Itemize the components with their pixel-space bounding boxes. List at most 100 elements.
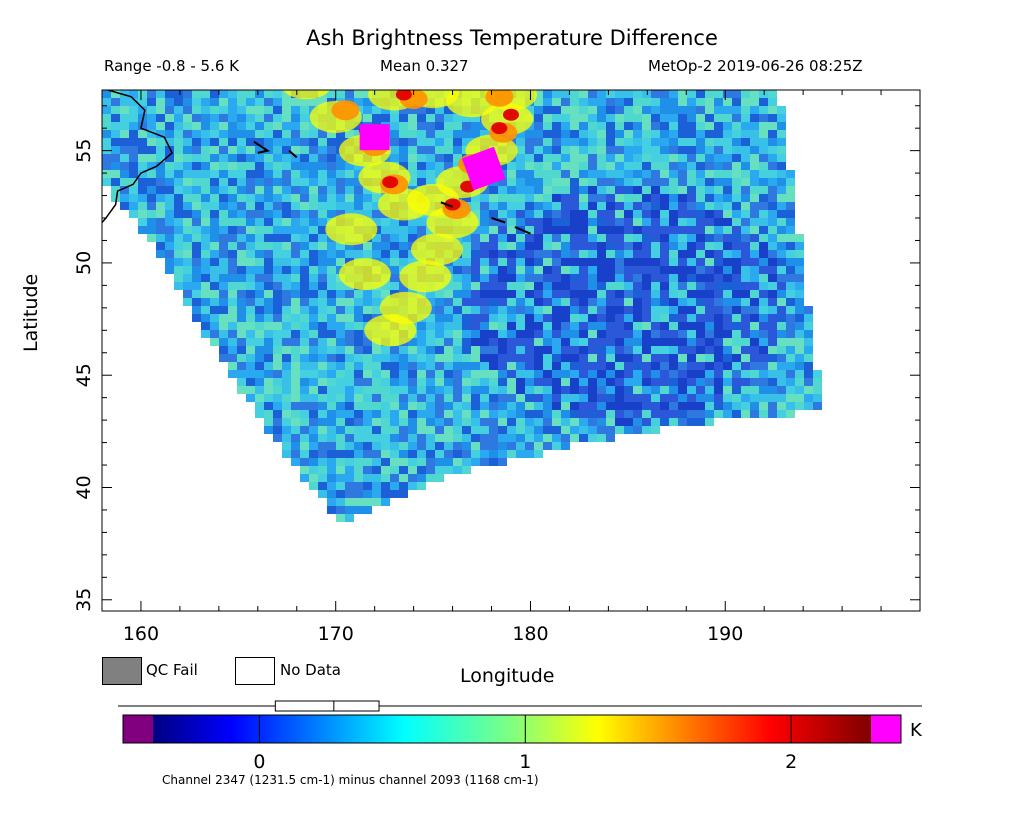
swath-pixel: [687, 258, 696, 266]
swath-pixel: [687, 210, 696, 218]
swath-pixel: [543, 194, 552, 202]
swath-pixel: [246, 250, 255, 258]
swath-pixel: [489, 250, 498, 258]
swath-pixel: [516, 178, 525, 186]
swath-pixel: [282, 394, 291, 402]
swath-pixel: [264, 130, 273, 138]
swath-pixel: [552, 258, 561, 266]
swath-pixel: [336, 178, 345, 186]
swath-pixel: [588, 322, 597, 330]
channel-footnote: Channel 2347 (1231.5 cm-1) minus channel…: [162, 773, 539, 787]
swath-pixel: [570, 330, 579, 338]
swath-pixel: [570, 90, 579, 98]
swath-pixel: [219, 274, 228, 282]
swath-pixel: [705, 338, 714, 346]
swath-pixel: [777, 194, 786, 202]
swath-pixel: [228, 266, 237, 274]
swath-pixel: [435, 138, 444, 146]
swath-pixel: [228, 330, 237, 338]
swath-pixel: [750, 226, 759, 234]
swath-pixel: [390, 394, 399, 402]
swath-pixel: [318, 482, 327, 490]
island-coastline: [288, 149, 298, 159]
swath-pixel: [309, 282, 318, 290]
swath-pixel: [552, 338, 561, 346]
swath-pixel: [705, 178, 714, 186]
swath-pixel: [309, 458, 318, 466]
swath-pixel: [165, 130, 174, 138]
swath-pixel: [741, 162, 750, 170]
swath-pixel: [615, 162, 624, 170]
swath-pixel: [660, 266, 669, 274]
swath-pixel: [606, 122, 615, 130]
swath-pixel: [669, 290, 678, 298]
swath-pixel: [471, 402, 480, 410]
swath-pixel: [543, 242, 552, 250]
swath-pixel: [381, 490, 390, 498]
swath-pixel: [462, 362, 471, 370]
swath-pixel: [255, 122, 264, 130]
swath-pixel: [327, 322, 336, 330]
swath-pixel: [480, 322, 489, 330]
swath-pixel: [777, 362, 786, 370]
swath-pixel: [687, 282, 696, 290]
swath-pixel: [201, 314, 210, 322]
swath-pixel: [165, 218, 174, 226]
swath-pixel: [318, 322, 327, 330]
swath-pixel: [273, 106, 282, 114]
swath-pixel: [687, 90, 696, 98]
swath-pixel: [561, 218, 570, 226]
swath-pixel: [246, 322, 255, 330]
swath-pixel: [471, 418, 480, 426]
swath-pixel: [543, 322, 552, 330]
swath-pixel: [300, 226, 309, 234]
swath-pixel: [597, 202, 606, 210]
swath-pixel: [633, 218, 642, 226]
swath-pixel: [309, 186, 318, 194]
swath-pixel: [435, 410, 444, 418]
swath-pixel: [120, 178, 129, 186]
swath-pixel: [669, 362, 678, 370]
swath-pixel: [543, 106, 552, 114]
swath-pixel: [606, 266, 615, 274]
swath-pixel: [300, 274, 309, 282]
swath-pixel: [669, 146, 678, 154]
swath-pixel: [201, 170, 210, 178]
swath-pixel: [381, 242, 390, 250]
swath-pixel: [561, 394, 570, 402]
swath-pixel: [714, 362, 723, 370]
swath-pixel: [498, 194, 507, 202]
swath-pixel: [660, 282, 669, 290]
swath-pixel: [318, 162, 327, 170]
swath-pixel: [597, 306, 606, 314]
swath-pixel: [327, 426, 336, 434]
swath-pixel: [453, 410, 462, 418]
swath-pixel: [174, 266, 183, 274]
swath-pixel: [183, 130, 192, 138]
swath-pixel: [777, 314, 786, 322]
swath-pixel: [714, 338, 723, 346]
swath-pixel: [678, 266, 687, 274]
swath-pixel: [804, 346, 813, 354]
swath-pixel: [786, 234, 795, 242]
swath-pixel: [201, 90, 210, 98]
swath-pixel: [588, 290, 597, 298]
swath-pixel: [624, 234, 633, 242]
swath-pixel: [417, 402, 426, 410]
swath-pixel: [714, 346, 723, 354]
swath-pixel: [552, 378, 561, 386]
swath-pixel: [714, 298, 723, 306]
swath-pixel: [309, 418, 318, 426]
swath-pixel: [786, 394, 795, 402]
swath-pixel: [705, 210, 714, 218]
swath-pixel: [660, 122, 669, 130]
swath-pixel: [219, 242, 228, 250]
swath-pixel: [120, 90, 129, 98]
swath-pixel: [309, 130, 318, 138]
swath-pixel: [354, 346, 363, 354]
swath-pixel: [516, 186, 525, 194]
swath-pixel: [318, 242, 327, 250]
swath-pixel: [264, 410, 273, 418]
swath-pixel: [696, 242, 705, 250]
swath-pixel: [678, 106, 687, 114]
